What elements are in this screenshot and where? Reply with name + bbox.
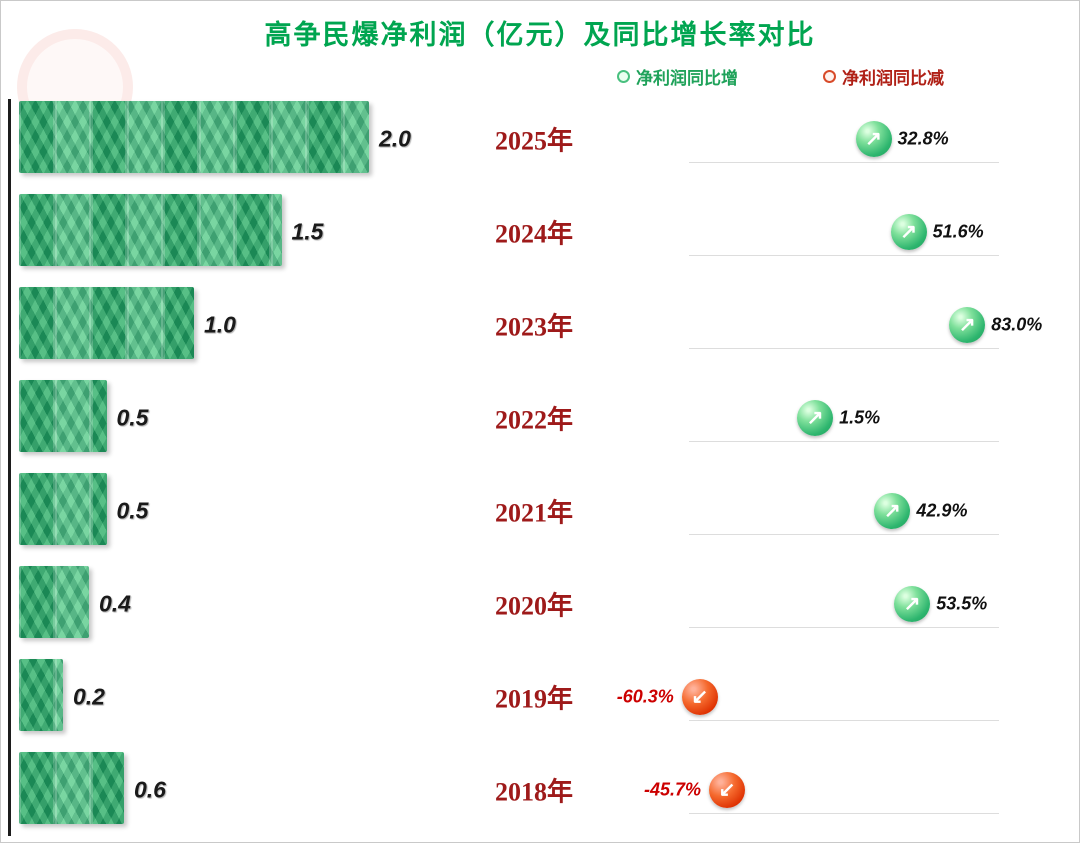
year-label: 2018年: [494, 777, 573, 807]
profit-bar: [19, 473, 107, 545]
legend-item-decrease: 净利润同比减: [823, 64, 944, 89]
legend-up-dot-icon: [617, 70, 630, 83]
growth-value-label: -60.3%: [616, 686, 674, 707]
growth-baseline: [689, 813, 999, 814]
legend-up-label: 净利润同比增: [636, 69, 738, 88]
bar-value-label: 0.5: [116, 404, 149, 431]
profit-bar: [19, 101, 369, 173]
bar-value-label: 0.6: [134, 776, 166, 803]
growth-value-label: 83.0%: [991, 314, 1043, 335]
bar-value-label: 1.0: [204, 311, 236, 338]
bar-value-label: 0.4: [99, 590, 131, 617]
growth-value-label: 32.8%: [897, 128, 949, 149]
growth-down-arrow-icon: ↙: [681, 679, 718, 715]
growth-up-arrow-icon: ↗: [894, 586, 931, 622]
growth-up-arrow-icon: ↗: [949, 307, 986, 343]
chart-title: 高争民爆净利润（亿元）及同比增长率对比: [264, 20, 816, 50]
growth-value-label: 42.9%: [916, 500, 968, 521]
growth-baseline: [689, 348, 999, 349]
growth-baseline: [689, 162, 999, 163]
year-label: 2020年: [494, 591, 573, 621]
growth-baseline: [689, 441, 999, 442]
year-label: 2022年: [494, 405, 573, 435]
profit-bar: [19, 659, 63, 731]
legend-down-label: 净利润同比减: [842, 69, 944, 88]
growth-value-label: 1.5%: [839, 407, 881, 428]
profit-bar: [19, 566, 89, 638]
growth-up-arrow-icon: ↗: [874, 493, 911, 529]
bar-value-label: 1.5: [291, 218, 324, 245]
growth-value-label: 53.5%: [936, 593, 988, 614]
growth-up-arrow-icon: ↗: [890, 214, 927, 250]
growth-down-arrow-icon: ↙: [709, 772, 746, 808]
profit-bar: [19, 380, 107, 452]
bar-value-label: 2.0: [379, 125, 411, 152]
year-label: 2019年: [494, 684, 573, 714]
profit-bar: [19, 287, 194, 359]
growth-value-label: -45.7%: [643, 779, 702, 800]
legend-item-increase: 净利润同比增: [617, 64, 738, 89]
bar-value-label: 0.2: [73, 683, 105, 710]
profit-bar: [19, 194, 282, 266]
year-label: 2023年: [494, 312, 573, 342]
growth-up-arrow-icon: ↗: [797, 400, 834, 436]
bar-value-label: 0.5: [116, 497, 149, 524]
growth-baseline: [689, 255, 999, 256]
legend-down-dot-icon: [823, 70, 836, 83]
growth-up-arrow-icon: ↗: [855, 121, 892, 157]
growth-baseline: [689, 627, 999, 628]
year-label: 2024年: [494, 219, 573, 249]
year-label: 2025年: [494, 126, 573, 156]
growth-baseline: [689, 720, 999, 721]
year-label: 2021年: [494, 498, 573, 528]
y-axis-line: [8, 99, 11, 836]
growth-value-label: 51.6%: [932, 221, 984, 242]
profit-bar: [19, 752, 124, 824]
growth-baseline: [689, 534, 999, 535]
